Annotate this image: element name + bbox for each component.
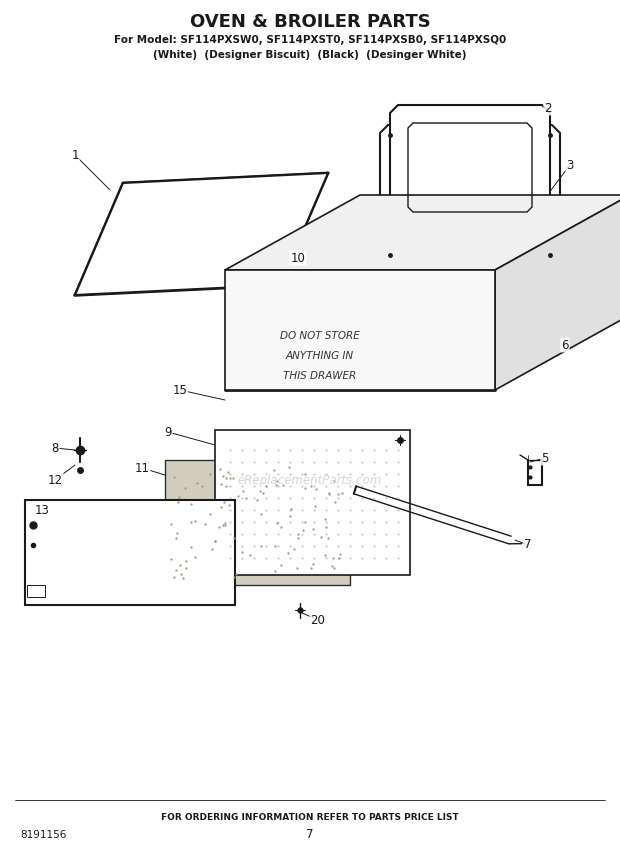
Text: (White)  (Designer Biscuit)  (Black)  (Desinger White): (White) (Designer Biscuit) (Black) (Desi… [153, 50, 467, 60]
Text: 9: 9 [164, 425, 172, 438]
Text: 13: 13 [35, 503, 50, 516]
Text: 3: 3 [566, 158, 574, 171]
Text: eReplacementParts.com: eReplacementParts.com [238, 473, 382, 486]
Text: 2: 2 [544, 102, 552, 115]
Text: OVEN & BROILER PARTS: OVEN & BROILER PARTS [190, 13, 430, 31]
Polygon shape [215, 430, 410, 575]
Text: 15: 15 [172, 383, 187, 396]
Text: FOR ORDERING INFORMATION REFER TO PARTS PRICE LIST: FOR ORDERING INFORMATION REFER TO PARTS … [161, 813, 459, 823]
Text: THIS DRAWER: THIS DRAWER [283, 371, 356, 381]
Text: 10: 10 [291, 252, 306, 265]
Text: 7: 7 [306, 829, 314, 841]
Text: For Model: SF114PXSW0, SF114PXST0, SF114PXSB0, SF114PXSQ0: For Model: SF114PXSW0, SF114PXST0, SF114… [114, 35, 506, 45]
Text: 7: 7 [525, 538, 532, 551]
Polygon shape [75, 173, 328, 295]
Text: 12: 12 [48, 473, 63, 486]
Polygon shape [495, 195, 620, 390]
Text: 8191156: 8191156 [20, 830, 66, 840]
Text: ANYTHING IN: ANYTHING IN [285, 351, 353, 361]
Text: 11: 11 [135, 461, 149, 474]
Polygon shape [390, 105, 550, 230]
Text: 20: 20 [311, 614, 326, 627]
Text: 6: 6 [561, 338, 569, 352]
Text: DO NOT STORE: DO NOT STORE [280, 331, 360, 341]
Polygon shape [225, 195, 620, 270]
Polygon shape [165, 460, 350, 585]
Polygon shape [25, 500, 235, 605]
Polygon shape [225, 270, 495, 390]
Text: 8: 8 [51, 442, 59, 455]
Text: 1: 1 [71, 148, 79, 162]
Polygon shape [380, 125, 560, 265]
Text: 5: 5 [541, 451, 549, 465]
